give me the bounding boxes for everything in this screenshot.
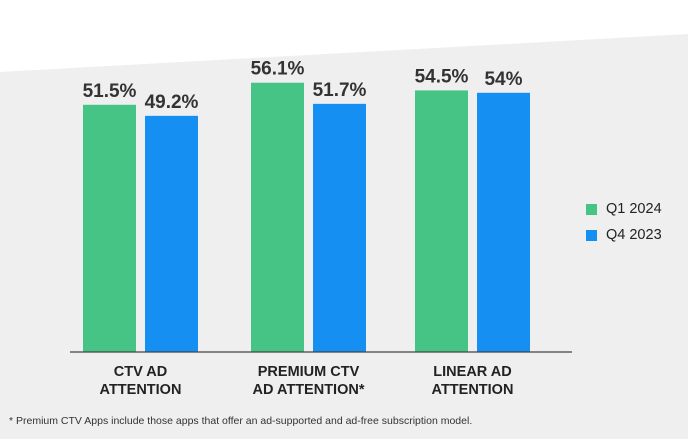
data-label-q4-2023-2: 54% [484, 69, 522, 90]
legend: Q1 2024 Q4 2023 [586, 196, 662, 248]
legend-swatch-q4 [586, 229, 597, 241]
bar-q4-2023-2 [477, 92, 530, 353]
category-label-1-line-1: AD ATTENTION* [253, 382, 365, 398]
bar-q4-2023-0 [145, 115, 198, 352]
footnote: * Premium CTV Apps include those apps th… [9, 415, 473, 427]
bar-q1-2024-1 [251, 82, 304, 352]
legend-item-q1-2024: Q1 2024 [586, 196, 662, 222]
bar-q1-2024-0 [83, 104, 136, 352]
category-label-0-line-0: CTV AD [114, 364, 167, 380]
data-label-q1-2024-2: 54.5% [415, 66, 469, 87]
category-label-0-line-1: ATTENTION [100, 382, 182, 398]
legend-item-q4-2023: Q4 2023 [586, 222, 662, 248]
legend-label-q4: Q4 2023 [606, 227, 662, 243]
category-label-2-line-1: ATTENTION [432, 382, 514, 398]
data-label-q4-2023-0: 49.2% [145, 92, 199, 113]
data-label-q1-2024-1: 56.1% [251, 59, 305, 80]
legend-swatch-q1 [586, 203, 597, 215]
data-label-q4-2023-1: 51.7% [313, 80, 367, 101]
category-label-2-line-0: LINEAR AD [433, 364, 511, 380]
category-label-1-line-0: PREMIUM CTV [258, 364, 360, 380]
bar-q4-2023-1 [313, 103, 366, 352]
data-label-q1-2024-0: 51.5% [83, 81, 137, 102]
legend-label-q1: Q1 2024 [606, 201, 662, 217]
bar-q1-2024-2 [415, 90, 468, 353]
